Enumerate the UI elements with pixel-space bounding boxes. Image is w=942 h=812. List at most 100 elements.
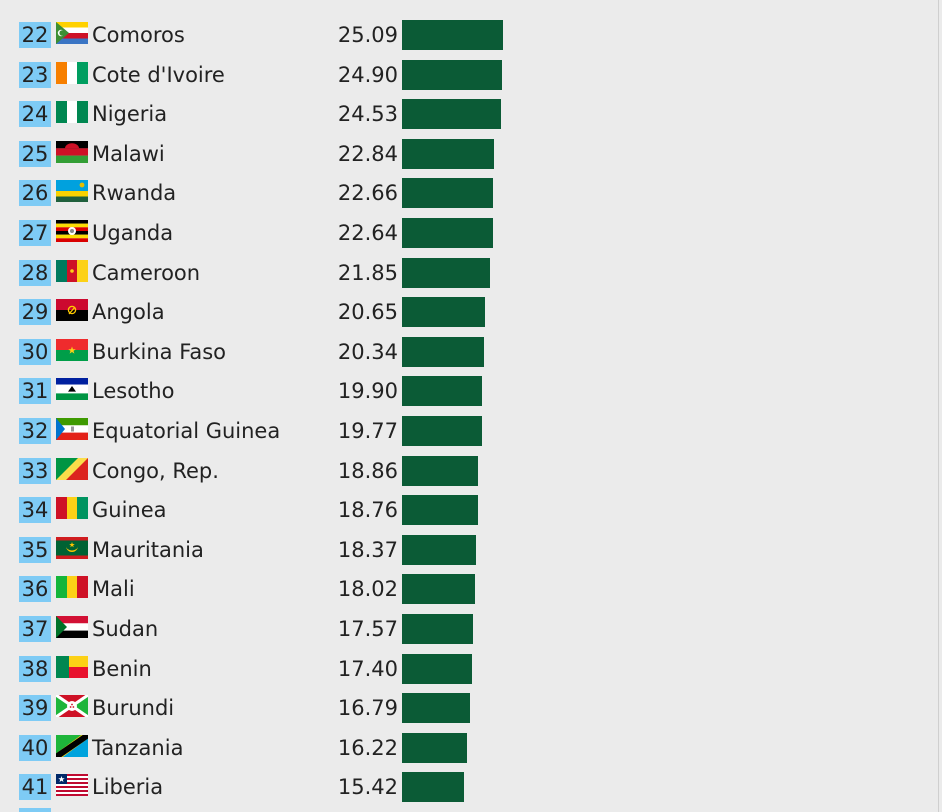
value-label: 20.34 [337, 339, 398, 364]
malawi-flag-icon [56, 140, 88, 163]
congo-rep-flag-icon [56, 457, 88, 480]
country-name: Benin [92, 656, 152, 681]
rank-badge: 34 [19, 497, 51, 524]
country-name: Uganda [92, 221, 174, 245]
guinea-flag-icon [56, 497, 88, 520]
value-label: 18.02 [337, 577, 398, 602]
right-border [938, 0, 939, 812]
value-label: 21.85 [337, 260, 398, 285]
uganda-flag-icon [56, 220, 88, 242]
value-label: 17.57 [337, 617, 398, 641]
rank-badge: 40 [19, 734, 51, 761]
mauritania-flag-icon [56, 536, 88, 559]
rank-badge: 27 [19, 220, 51, 246]
benin-flag-icon [56, 655, 88, 678]
rank-badge: 23 [19, 61, 51, 88]
rank-badge: 30 [19, 338, 51, 365]
value-label: 15.42 [337, 775, 398, 800]
value-bar [402, 495, 478, 526]
table-row: 24 Nigeria 24.53 [0, 99, 938, 139]
value-label: 16.22 [337, 735, 398, 760]
table-row: 29 Angola 20.65 [0, 297, 938, 337]
table-row: 30 Burkina Faso 20.34 [0, 336, 938, 377]
nigeria-flag-icon [56, 101, 88, 124]
value-bar [402, 138, 494, 169]
rank-badge: 26 [19, 180, 51, 207]
rank-badge: 37 [19, 616, 51, 642]
next-rank-badge-partial [19, 808, 51, 812]
value-label: 22.66 [337, 181, 398, 206]
country-name: Burkina Faso [92, 339, 227, 364]
rank-badge: 35 [19, 536, 51, 563]
table-row: 32 Equatorial Guinea 19.77 [0, 416, 938, 456]
table-row: 26 Rwanda 22.66 [0, 178, 938, 218]
value-label: 18.86 [337, 458, 398, 483]
mali-flag-icon [56, 576, 88, 599]
value-bar [402, 297, 485, 328]
rank-badge: 33 [19, 457, 51, 484]
rank-badge: 32 [19, 418, 51, 444]
country-name: Nigeria [92, 102, 168, 127]
cote-divoire-flag-icon [56, 61, 88, 84]
table-row: 39 Burundi 16.79 [0, 693, 938, 733]
rank-badge: 38 [19, 655, 51, 682]
table-row: 40 Tanzania 16.22 [0, 732, 938, 773]
country-name: Mali [92, 577, 135, 602]
table-row: 28 Cameroon 21.85 [0, 257, 938, 298]
country-name: Liberia [92, 775, 164, 800]
rank-badge: 24 [19, 101, 51, 128]
value-bar [402, 732, 467, 763]
rank-badge: 39 [19, 695, 51, 722]
country-name: Congo, Rep. [92, 458, 219, 483]
value-label: 25.09 [337, 23, 398, 47]
value-label: 24.53 [337, 102, 398, 127]
table-row: 38 Benin 17.40 [0, 653, 938, 694]
country-name: Mauritania [92, 537, 204, 562]
country-name: Rwanda [92, 181, 177, 206]
table-row: 35 Mauritania 18.37 [0, 534, 938, 575]
table-row: 41 Liberia 15.42 [0, 772, 938, 812]
value-bar [402, 614, 473, 644]
rank-badge: 22 [19, 22, 51, 48]
rank-badge: 41 [19, 774, 51, 801]
country-name: Malawi [92, 141, 165, 166]
table-row: 36 Mali 18.02 [0, 574, 938, 614]
value-label: 16.79 [337, 696, 398, 721]
table-row: 27 Uganda 22.64 [0, 218, 938, 258]
value-label: 18.37 [337, 537, 398, 562]
table-row: 34 Guinea 18.76 [0, 495, 938, 535]
rank-badge: 31 [19, 378, 51, 405]
value-label: 20.65 [337, 300, 398, 325]
rank-badge: 28 [19, 259, 51, 286]
table-row: 31 Lesotho 19.90 [0, 376, 938, 416]
table-row: 37 Sudan 17.57 [0, 614, 938, 654]
liberia-flag-icon [56, 774, 88, 797]
rwanda-flag-icon [56, 180, 88, 203]
value-bar [402, 59, 502, 90]
rank-badge: 29 [19, 299, 51, 326]
cameroon-flag-icon [56, 259, 88, 282]
table-row: 23 Cote d'Ivoire 24.90 [0, 59, 938, 100]
country-name: Sudan [92, 617, 159, 641]
country-name: Tanzania [92, 735, 184, 760]
country-name: Guinea [92, 498, 167, 523]
value-bar [402, 772, 464, 803]
angola-flag-icon [56, 299, 88, 322]
value-label: 18.76 [337, 498, 398, 523]
value-bar [402, 257, 490, 288]
value-bar [402, 99, 501, 130]
country-name: Equatorial Guinea [92, 419, 281, 443]
value-bar [402, 336, 484, 367]
country-name: Angola [92, 300, 165, 325]
table-row: 33 Congo, Rep. 18.86 [0, 455, 938, 496]
table-row: 22 Comoros 25.09 [0, 20, 938, 60]
equatorial-guinea-flag-icon [56, 418, 88, 440]
value-bar [402, 218, 493, 248]
country-name: Lesotho [92, 379, 175, 404]
comoros-flag-icon [56, 22, 88, 44]
value-bar [402, 20, 503, 50]
burundi-flag-icon [56, 695, 88, 718]
country-name: Cote d'Ivoire [92, 62, 225, 87]
rank-badge: 25 [19, 140, 51, 167]
value-label: 22.84 [337, 141, 398, 166]
